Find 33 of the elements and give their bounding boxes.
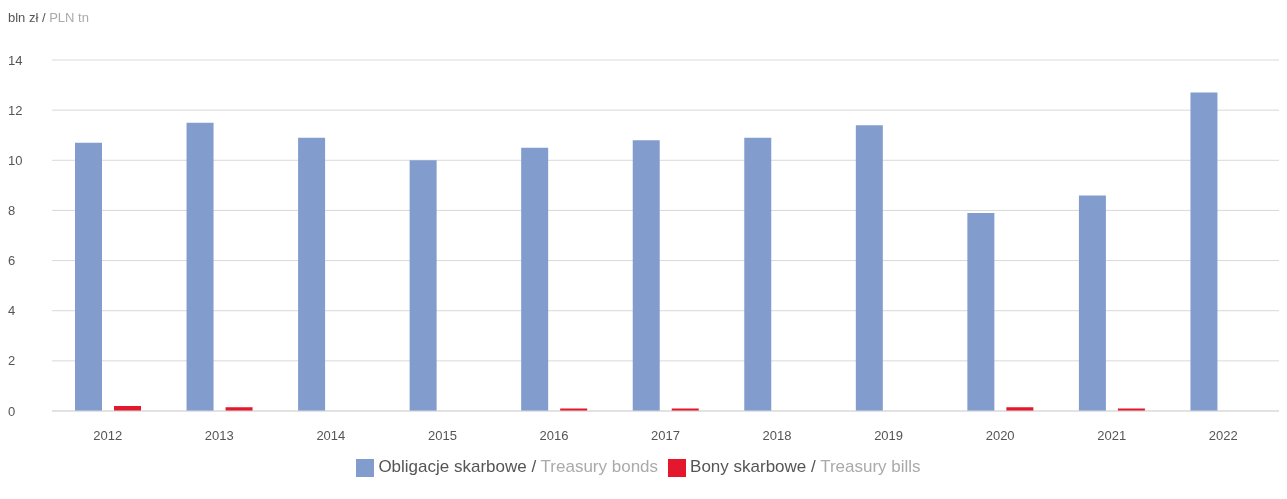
bar bbox=[1190, 92, 1218, 411]
x-tick-label: 2016 bbox=[539, 428, 569, 444]
x-tick-label: 2012 bbox=[93, 428, 123, 444]
legend-label: Obligacje skarbowe / Treasury bonds bbox=[378, 457, 659, 476]
x-tick-label: 2015 bbox=[427, 428, 457, 444]
x-tick-label: 2017 bbox=[651, 428, 680, 444]
legend-label: Bony skarbowe / Treasury bills bbox=[690, 457, 921, 476]
y-tick-label: 8 bbox=[8, 203, 16, 219]
x-tick-label: 2021 bbox=[1097, 428, 1127, 444]
bar bbox=[298, 137, 326, 411]
bar bbox=[1078, 195, 1106, 411]
y-tick-label: 6 bbox=[8, 253, 16, 269]
y-tick-label: 10 bbox=[8, 152, 23, 168]
y-tick-label: 2 bbox=[8, 353, 16, 369]
y-tick-label: 12 bbox=[8, 102, 23, 118]
y-axis-title: bln zł / PLN tn bbox=[8, 10, 89, 25]
bar bbox=[744, 137, 772, 411]
x-tick-label: 2018 bbox=[762, 428, 792, 444]
x-tick-label: 2022 bbox=[1208, 428, 1238, 444]
bar bbox=[186, 122, 214, 411]
y-tick-label: 14 bbox=[8, 52, 23, 68]
x-tick-label: 2020 bbox=[985, 428, 1015, 444]
y-tick-label: 0 bbox=[8, 403, 16, 419]
y-tick-label: 4 bbox=[8, 303, 16, 319]
bar bbox=[967, 212, 995, 411]
bar bbox=[75, 142, 102, 411]
x-tick-label: 2014 bbox=[316, 428, 346, 444]
bar bbox=[521, 147, 549, 411]
bar bbox=[855, 125, 883, 411]
bar bbox=[632, 140, 660, 411]
x-tick-label: 2013 bbox=[204, 428, 234, 444]
x-tick-label: 2019 bbox=[874, 428, 904, 444]
bar bbox=[409, 160, 437, 411]
